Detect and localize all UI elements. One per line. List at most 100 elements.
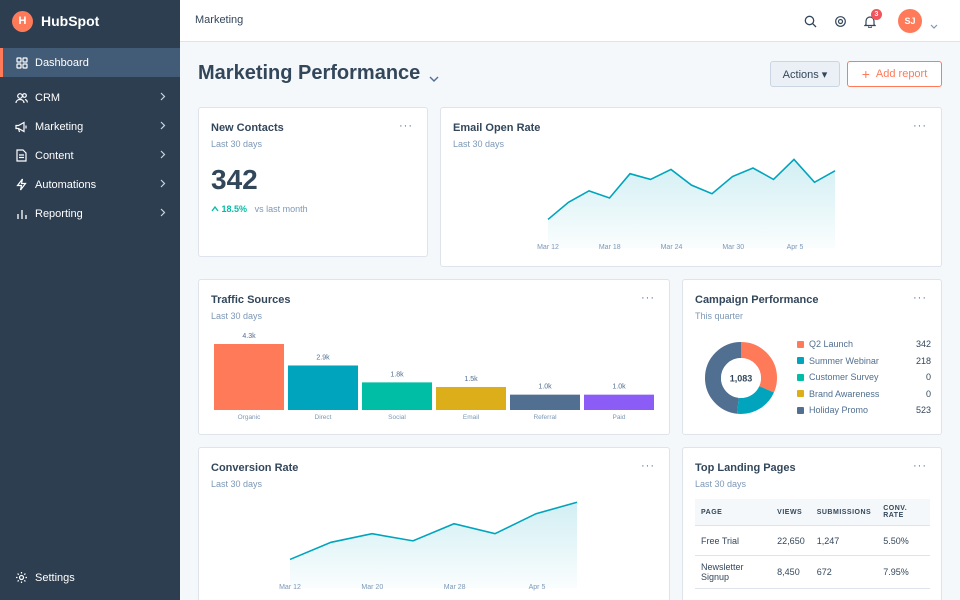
legend-item: Brand Awareness 0 <box>797 386 931 403</box>
notification-badge: 3 <box>871 9 882 20</box>
table-body: Free Trial 22,650 1,247 5.50% Newsletter Sig… <box>695 525 930 600</box>
bar-value-label: 4.3k <box>242 333 256 340</box>
more-options-icon[interactable]: ··· <box>641 460 655 472</box>
table-cell: Newsletter Signup <box>695 555 772 589</box>
legend-value: 342 <box>915 339 931 350</box>
table-header-row: PAGE VIEWS SUBMISSIONS CONV. RATE <box>695 499 930 526</box>
email-open-rate-card: Email Open Rate Last 30 days ··· Mar 12 M… <box>440 107 942 267</box>
table-row[interactable]: Newsletter Signup 8,450 672 7.95% <box>695 555 930 589</box>
users-icon <box>15 91 28 104</box>
x-tick-label: Mar 28 <box>444 584 466 591</box>
legend-item: Summer Webinar 218 <box>797 353 931 370</box>
sidebar-item-marketing[interactable]: Marketing <box>0 112 180 141</box>
bar-value-label: 1.8k <box>390 371 404 378</box>
traffic-sources-card: Traffic Sources Last 30 days ··· 4.3k Org… <box>198 279 670 435</box>
sidebar-item-label: Content <box>35 149 74 162</box>
brand-name: HubSpot <box>41 13 100 29</box>
campaign-legend: Q2 Launch 342 Summer Webinar 218 Customer Su… <box>797 336 931 419</box>
bar-value-label: 1.0k <box>612 384 626 391</box>
sidebar-item-label: Automations <box>35 178 97 191</box>
add-report-button[interactable]: + Add report <box>847 61 942 87</box>
column-header[interactable]: SUBMISSIONS <box>810 499 878 526</box>
sidebar-item-label: CRM <box>35 91 61 104</box>
legend-item: Customer Survey 0 <box>797 369 931 386</box>
sidebar-item-reporting[interactable]: Reporting <box>0 199 180 228</box>
column-header[interactable]: CONV. RATE <box>877 499 930 526</box>
more-options-icon[interactable]: ··· <box>913 120 927 132</box>
brand[interactable]: H HubSpot <box>0 0 180 42</box>
actions-button[interactable]: Actions ▾ <box>770 61 840 87</box>
x-tick-label: Mar 30 <box>722 244 744 251</box>
document-icon <box>15 149 28 162</box>
chevron-right-icon <box>160 150 166 162</box>
chevron-down-icon[interactable] <box>429 69 439 87</box>
legend-label: Q2 Launch <box>809 339 854 350</box>
sidebar-item-label: Dashboard <box>35 56 89 69</box>
avatar[interactable]: SJ <box>898 9 922 33</box>
legend-value: 0 <box>925 388 931 399</box>
bar-category-label: Email <box>463 414 480 421</box>
table-cell: 7.95% <box>877 555 930 589</box>
gear-icon[interactable] <box>832 13 848 29</box>
column-header[interactable]: PAGE <box>695 499 772 526</box>
donut-total-label: 1,083 <box>730 374 753 384</box>
legend-value: 523 <box>915 405 931 416</box>
table-row[interactable]: Free Trial 22,650 1,247 5.50% <box>695 525 930 556</box>
search-icon[interactable] <box>802 13 818 29</box>
landing-pages-table: PAGE VIEWS SUBMISSIONS CONV. RATE Free Tria… <box>695 499 930 600</box>
table-cell: 8,450 <box>771 555 811 589</box>
chevron-down-icon[interactable] <box>930 16 938 34</box>
legend-label: Customer Survey <box>809 372 879 383</box>
sidebar-item-content[interactable]: Content <box>0 141 180 170</box>
page-title: Marketing Performance <box>198 62 421 84</box>
sidebar-item-crm[interactable]: CRM <box>0 83 180 112</box>
x-tick-label: Mar 20 <box>361 584 383 591</box>
chart-series-line <box>289 501 578 561</box>
plus-icon: + <box>861 66 870 82</box>
chevron-right-icon <box>160 208 166 220</box>
sidebar-item-settings[interactable]: Settings <box>0 563 180 592</box>
more-options-icon[interactable]: ··· <box>641 292 655 304</box>
table-cell <box>771 588 811 600</box>
x-tick-label: Mar 12 <box>537 244 559 251</box>
card-title: Campaign Performance <box>695 294 819 306</box>
card-subtitle: This quarter <box>695 311 744 321</box>
legend-item: Q2 Launch 342 <box>797 336 931 353</box>
chevron-right-icon <box>160 179 166 191</box>
bar-value-label: 2.9k <box>316 354 330 361</box>
sidebar-item-label: Reporting <box>35 207 83 220</box>
legend-label: Brand Awareness <box>809 388 880 399</box>
traffic-bar <box>214 344 284 410</box>
email-open-rate-chart: Mar 12 Mar 18 Mar 24 Mar 30 Apr 5 <box>537 158 836 251</box>
donut-hole <box>721 358 761 398</box>
x-tick-label: Mar 18 <box>599 244 621 251</box>
megaphone-icon <box>15 120 28 133</box>
conversion-rate-chart: Mar 12 Mar 20 Mar 28 Apr 5 <box>279 501 578 591</box>
table-cell: 5.50% <box>877 525 930 556</box>
bolt-icon <box>15 178 28 191</box>
x-tick-label: Mar 12 <box>279 584 301 591</box>
column-header[interactable]: VIEWS <box>771 499 811 526</box>
legend-swatch <box>797 406 804 414</box>
card-subtitle: Last 30 days <box>453 139 505 149</box>
more-options-icon[interactable]: ··· <box>399 120 413 132</box>
sidebar-item-automations[interactable]: Automations <box>0 170 180 199</box>
traffic-bar <box>362 382 432 410</box>
bar-category-label: Direct <box>315 414 332 421</box>
gear-icon <box>15 571 28 584</box>
chart-area-fill <box>548 159 835 248</box>
legend-value: 0 <box>925 372 931 383</box>
delta-value: 18.5% <box>221 204 248 214</box>
card-title: Email Open Rate <box>453 122 541 134</box>
donut-slice <box>705 342 777 414</box>
more-options-icon[interactable]: ··· <box>913 460 927 472</box>
traffic-sources-chart: 4.3k Organic 2.9k Direct 1.8k Social 1.5k Email… <box>214 333 654 421</box>
campaign-performance-card: Campaign Performance This quarter ··· 1,… <box>682 279 942 435</box>
legend-swatch <box>797 357 804 365</box>
table-row[interactable]: Q2 <box>695 588 930 600</box>
card-subtitle: Last 30 days <box>211 479 263 489</box>
sidebar-item-dashboard[interactable]: Dashboard <box>0 48 180 77</box>
card-title: Top Landing Pages <box>695 462 796 474</box>
more-options-icon[interactable]: ··· <box>913 292 927 304</box>
legend-label: Holiday Promo <box>809 405 869 416</box>
